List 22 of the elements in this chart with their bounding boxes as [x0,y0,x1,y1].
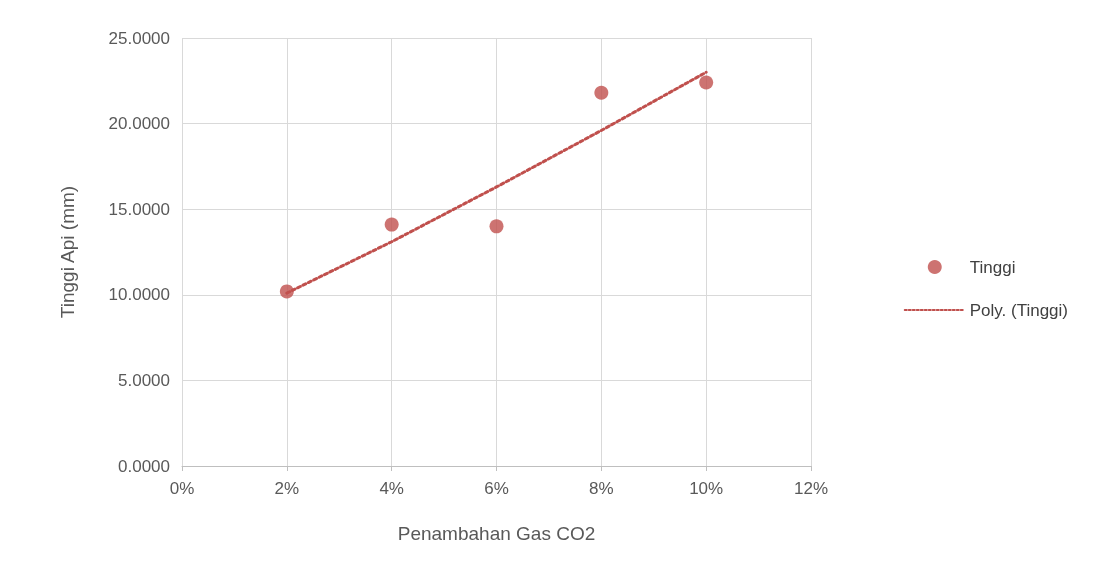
x-tick-label: 10% [689,479,724,498]
y-tick-label: 10.0000 [108,285,170,305]
y-tick-label: 5.0000 [118,370,170,390]
x-tick-label: 6% [484,479,509,498]
point [384,217,399,232]
x-tick-label: 2% [274,479,300,498]
point [594,85,609,100]
point [279,284,294,299]
legend-label: Poly. (Tinggi) [969,300,1068,320]
point [489,219,504,234]
x-tick-label: 4% [379,479,404,498]
x-axis-title: Penambahan Gas CO2 [397,523,596,544]
y-axis-title: Tinggi Api (mm) [57,185,78,319]
x-tick-label: 0% [169,479,195,498]
point [699,75,714,90]
y-tick-label: 15.0000 [108,199,170,219]
y-tick-label: 0.0000 [118,456,170,476]
legend-label: Tinggi [969,257,1016,277]
y-tick-label: 20.0000 [108,114,170,134]
x-tick-label: 8% [589,479,614,498]
x-tick-label: 12% [793,479,829,498]
y-tick-label: 25.0000 [108,28,170,48]
